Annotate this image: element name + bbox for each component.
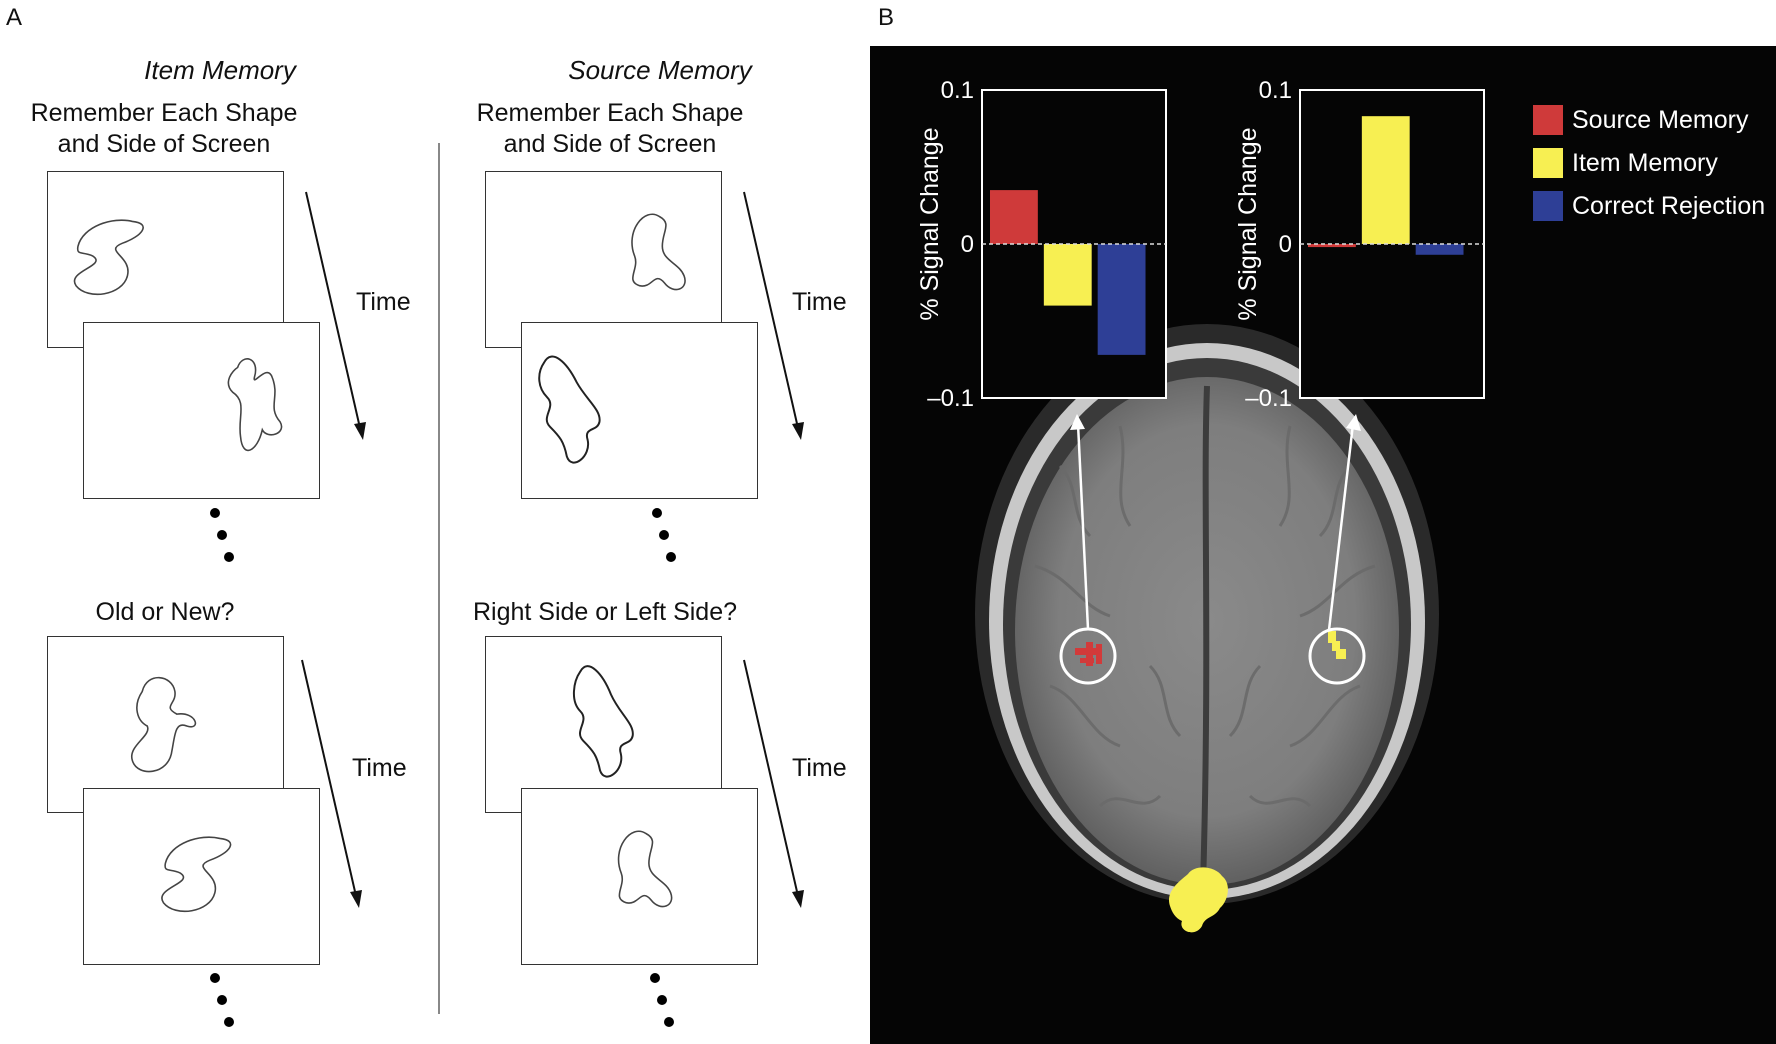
bar-source-memory bbox=[990, 190, 1038, 244]
legend-item-item: Item Memory bbox=[1533, 148, 1718, 178]
bar-chart-right-roi: 0.1 0 –0.1 % Signal Change bbox=[1218, 72, 1498, 422]
y-tick-label: 0 bbox=[961, 231, 974, 258]
blob-shape-icon bbox=[84, 323, 319, 498]
blob-shape-icon bbox=[84, 789, 319, 964]
legend-label-correct-rejection: Correct Rejection bbox=[1572, 192, 1765, 221]
item-memory-heading: Item Memory bbox=[40, 55, 400, 86]
blob-shape-icon bbox=[522, 323, 757, 498]
source-test-question: Right Side or Left Side? bbox=[395, 598, 815, 627]
ellipsis-dots-icon bbox=[647, 505, 677, 565]
bar-correct-rejection bbox=[1098, 244, 1146, 355]
y-tick-label: –0.1 bbox=[1245, 385, 1292, 412]
panel-b-letter: B bbox=[878, 4, 894, 32]
bar-item-memory bbox=[1362, 116, 1410, 244]
ellipsis-dots-icon bbox=[205, 505, 235, 565]
source-test-screen-1 bbox=[485, 636, 722, 813]
source-study-instruction: Remember Each Shape and Side of Screen bbox=[430, 98, 790, 160]
source-memory-heading: Source Memory bbox=[480, 55, 840, 86]
y-axis-label: % Signal Change bbox=[1234, 127, 1262, 320]
time-arrow-icon bbox=[300, 188, 370, 448]
bar-item-memory bbox=[1044, 244, 1092, 306]
ellipsis-dots-icon bbox=[205, 970, 235, 1030]
ellipsis-dots-icon bbox=[645, 970, 675, 1030]
time-arrow-icon bbox=[738, 656, 808, 916]
y-axis-label: % Signal Change bbox=[916, 127, 944, 320]
panel-a-letter: A bbox=[6, 4, 22, 32]
item-study-screen-2 bbox=[83, 322, 320, 499]
column-divider bbox=[438, 143, 440, 1014]
legend-label-item: Item Memory bbox=[1572, 149, 1718, 178]
y-tick-label: 0 bbox=[1279, 231, 1292, 258]
source-instruction-line2: and Side of Screen bbox=[430, 129, 790, 160]
y-tick-label: 0.1 bbox=[941, 77, 974, 104]
y-tick-label: 0.1 bbox=[1259, 77, 1292, 104]
source-study-screen-2 bbox=[521, 322, 758, 499]
item-instruction-line1: Remember Each Shape bbox=[0, 98, 344, 129]
blob-shape-icon bbox=[486, 172, 721, 347]
y-tick-label: –0.1 bbox=[927, 385, 974, 412]
legend-swatch-item bbox=[1533, 148, 1563, 178]
item-instruction-line2: and Side of Screen bbox=[0, 129, 344, 160]
item-test-screen-2 bbox=[83, 788, 320, 965]
legend-item-source: Source Memory bbox=[1533, 105, 1748, 135]
item-test-question: Old or New? bbox=[0, 598, 375, 627]
legend-swatch-source bbox=[1533, 105, 1563, 135]
item-study-instruction: Remember Each Shape and Side of Screen bbox=[0, 98, 344, 160]
bar-chart-left-roi: 0.1 0 –0.1 % Signal Change bbox=[900, 72, 1180, 422]
legend-item-correct-rejection: Correct Rejection bbox=[1533, 191, 1765, 221]
blob-shape-icon bbox=[486, 637, 721, 812]
legend-swatch-correct-rejection bbox=[1533, 191, 1563, 221]
time-arrow-icon bbox=[296, 656, 366, 916]
blob-shape-icon bbox=[48, 637, 283, 812]
source-test-screen-2 bbox=[521, 788, 758, 965]
item-test-screen-1 bbox=[47, 636, 284, 813]
legend-label-source: Source Memory bbox=[1572, 106, 1748, 135]
time-arrow-icon bbox=[738, 188, 808, 448]
bar-correct-rejection bbox=[1416, 244, 1464, 255]
blob-shape-icon bbox=[48, 172, 283, 347]
blob-shape-icon bbox=[522, 789, 757, 964]
source-instruction-line1: Remember Each Shape bbox=[430, 98, 790, 129]
